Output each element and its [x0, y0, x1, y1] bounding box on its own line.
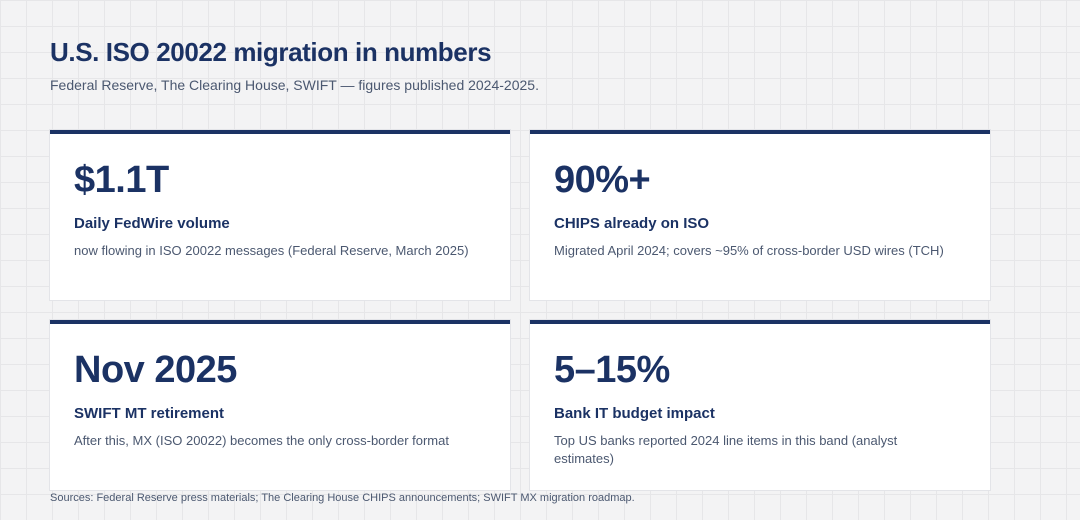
stat-card-fedwire-volume: $1.1T Daily FedWire volume now flowing i… — [50, 130, 510, 300]
stat-label: Daily FedWire volume — [74, 215, 230, 232]
stat-value: Nov 2025 — [74, 349, 237, 391]
stat-value: $1.1T — [74, 159, 169, 201]
stat-description: Top US banks reported 2024 line items in… — [554, 433, 898, 466]
stat-description: Migrated April 2024; covers ~95% of cros… — [554, 243, 944, 258]
stat-value: 90%+ — [554, 159, 651, 201]
stat-card-chips-iso: 90%+ CHIPS already on ISO Migrated April… — [530, 130, 990, 300]
stat-value: 5–15% — [554, 349, 670, 391]
stat-card-bank-it-budget: 5–15% Bank IT budget impact Top US banks… — [530, 320, 990, 490]
sources-footnote: Sources: Federal Reserve press materials… — [50, 492, 635, 504]
stat-card-swift-mt-retirement: Nov 2025 SWIFT MT retirement After this,… — [50, 320, 510, 490]
stat-label: Bank IT budget impact — [554, 405, 715, 422]
stat-label: CHIPS already on ISO — [554, 215, 710, 232]
stat-description: now flowing in ISO 20022 messages (Feder… — [74, 243, 469, 258]
page-title: U.S. ISO 20022 migration in numbers — [50, 37, 492, 67]
stat-label: SWIFT MT retirement — [74, 405, 225, 422]
page-subtitle: Federal Reserve, The Clearing House, SWI… — [50, 77, 539, 93]
stat-description: After this, MX (ISO 20022) becomes the o… — [74, 433, 449, 448]
page-header: U.S. ISO 20022 migration in numbers Fede… — [50, 36, 539, 94]
